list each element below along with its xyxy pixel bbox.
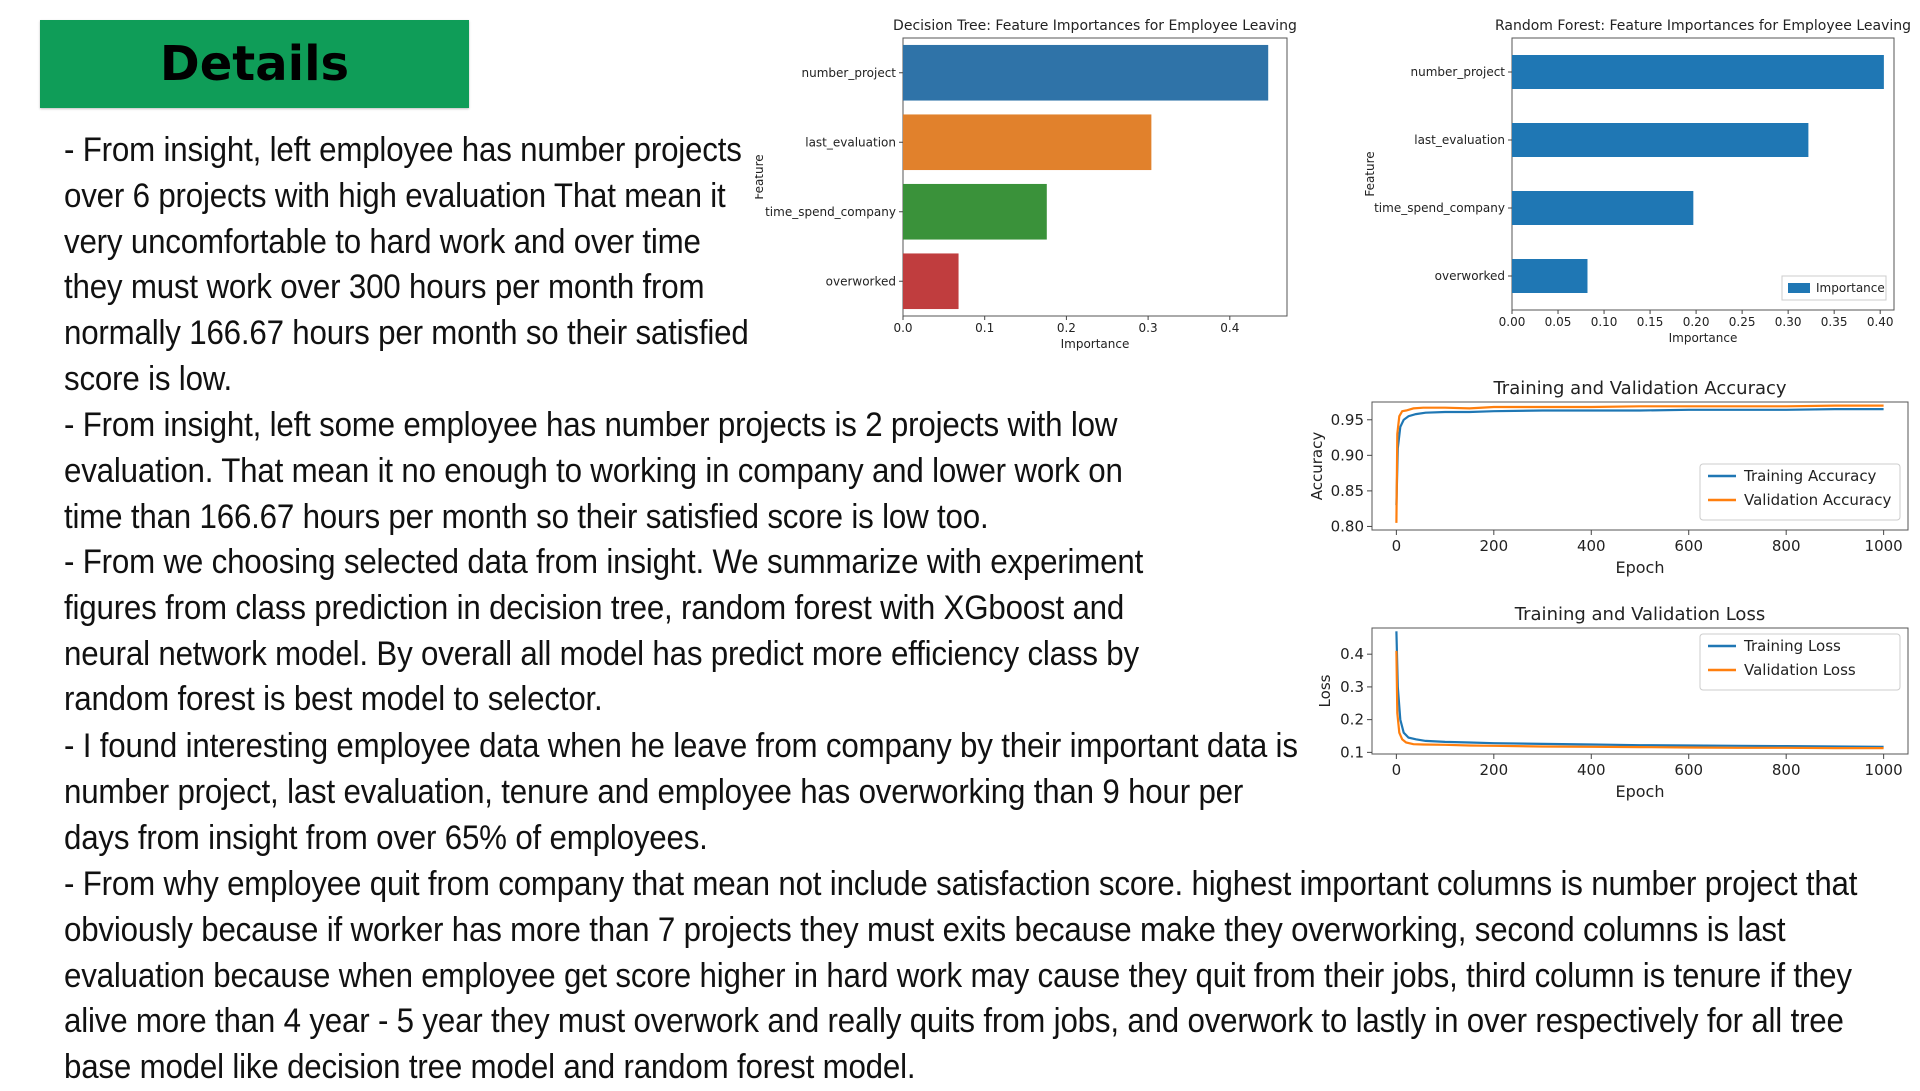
x-axis-label: Importance — [1061, 337, 1130, 351]
random-forest-importance-chart: Random Forest: Feature Importances for E… — [1363, 18, 1911, 345]
paragraph-1: - From insight, left employee has number… — [64, 131, 749, 398]
x-tick-label: 0.20 — [1683, 315, 1710, 329]
legend-swatch — [1788, 283, 1810, 293]
x-tick-label: 0.1 — [975, 321, 994, 335]
y-tick-label: 0.85 — [1331, 482, 1364, 500]
title-badge: Details — [40, 20, 469, 108]
y-tick-label: 0.3 — [1340, 678, 1364, 696]
y-tick-label: number_project — [802, 66, 897, 80]
x-axis-label: Epoch — [1616, 782, 1665, 801]
x-tick-label: 200 — [1479, 761, 1508, 779]
x-tick-label: 0.25 — [1729, 315, 1756, 329]
y-tick-label: overworked — [826, 274, 896, 288]
bar-time_spend_company — [1512, 191, 1694, 225]
paragraph-5: - From why employee quit from company th… — [64, 865, 1858, 1087]
y-tick-label: 0.90 — [1331, 446, 1364, 464]
legend-label: Training Loss — [1743, 637, 1841, 655]
y-axis-label: Feature — [755, 154, 766, 199]
chart-title: Random Forest: Feature Importances for E… — [1495, 18, 1911, 34]
paragraph-4: - I found interesting employee data when… — [64, 727, 1298, 857]
y-tick-label: number_project — [1411, 65, 1506, 79]
loss-line-chart: Training and Validation Loss 0 200 400 600 80… — [1316, 604, 1909, 801]
x-tick-label: 1000 — [1865, 761, 1903, 779]
accuracy-line-chart: Training and Validation Accuracy 0 200 400 6… — [1308, 378, 1909, 577]
y-axis-label: Feature — [1363, 151, 1377, 196]
x-tick-label: 0.30 — [1775, 315, 1802, 329]
x-axis-label: Importance — [1669, 331, 1738, 345]
bar-number_project — [1512, 55, 1884, 89]
x-axis-label: Epoch — [1616, 558, 1665, 577]
plot-frame — [1371, 401, 1909, 531]
x-tick-label: 400 — [1577, 761, 1606, 779]
y-tick-label: time_spend_company — [1374, 201, 1505, 215]
x-tick-label: 0.05 — [1545, 315, 1572, 329]
series-line-0 — [1395, 408, 1884, 506]
x-tick-label: 600 — [1674, 537, 1703, 555]
bar-last_evaluation — [1512, 123, 1809, 157]
legend-label: Importance — [1816, 281, 1885, 295]
bar-overworked — [1512, 259, 1588, 293]
chart-title: Training and Validation Loss — [1514, 604, 1765, 625]
x-tick-label: 0.0 — [893, 321, 912, 335]
x-tick-label: 0.3 — [1139, 321, 1158, 335]
y-tick-label: 0.95 — [1331, 411, 1364, 429]
bar-number_project — [903, 44, 1269, 101]
x-tick-label: 0.2 — [1057, 321, 1076, 335]
x-tick-label: 0.4 — [1220, 321, 1239, 335]
plot-frame — [902, 37, 1288, 317]
plot-frame — [1371, 627, 1909, 755]
chart-title: Training and Validation Accuracy — [1492, 378, 1786, 399]
y-tick-label: last_evaluation — [1414, 133, 1505, 147]
x-tick-label: 600 — [1674, 761, 1703, 779]
y-axis-label: Accuracy — [1308, 432, 1326, 501]
y-tick-label: 0.4 — [1340, 645, 1364, 663]
paragraph-3: - From we choosing selected data from in… — [64, 543, 1144, 719]
x-tick-label: 400 — [1577, 537, 1606, 555]
x-tick-label: 0.40 — [1867, 315, 1894, 329]
legend-label: Validation Loss — [1744, 661, 1856, 679]
bar-last_evaluation — [903, 114, 1152, 171]
series-line-1 — [1395, 404, 1884, 523]
x-tick-label: 0.35 — [1821, 315, 1848, 329]
legend-box — [1699, 633, 1901, 691]
paragraph-2: - From insight, left some employee has n… — [64, 406, 1123, 536]
x-tick-label: 800 — [1772, 537, 1801, 555]
y-tick-label: 0.1 — [1340, 743, 1364, 761]
x-tick-label: 0.10 — [1591, 315, 1618, 329]
series-line-1 — [1395, 650, 1884, 750]
x-tick-label: 0 — [1392, 537, 1402, 555]
y-tick-label: overworked — [1435, 269, 1505, 283]
bar-overworked — [903, 253, 959, 310]
legend-label: Training Accuracy — [1743, 467, 1877, 485]
x-tick-label: 1000 — [1865, 537, 1903, 555]
bar-time_spend_company — [903, 183, 1047, 240]
legend-label: Validation Accuracy — [1744, 491, 1891, 509]
y-tick-label: 0.2 — [1340, 711, 1364, 729]
y-tick-label: last_evaluation — [805, 135, 896, 149]
x-tick-label: 800 — [1772, 761, 1801, 779]
series-line-0 — [1395, 631, 1884, 748]
slide-title: Details — [159, 36, 350, 92]
legend-box — [1699, 463, 1901, 521]
plot-frame — [1511, 37, 1895, 311]
decision-tree-importance-chart: Decision Tree: Feature Importances for E… — [755, 18, 1297, 351]
x-tick-label: 0.15 — [1637, 315, 1664, 329]
x-tick-label: 0 — [1392, 761, 1402, 779]
x-tick-label: 0.00 — [1499, 315, 1526, 329]
y-tick-label: time_spend_company — [765, 205, 896, 219]
y-tick-label: 0.80 — [1331, 517, 1364, 535]
chart-title: Decision Tree: Feature Importances for E… — [893, 18, 1297, 34]
x-tick-label: 200 — [1479, 537, 1508, 555]
y-axis-label: Loss — [1316, 674, 1334, 707]
